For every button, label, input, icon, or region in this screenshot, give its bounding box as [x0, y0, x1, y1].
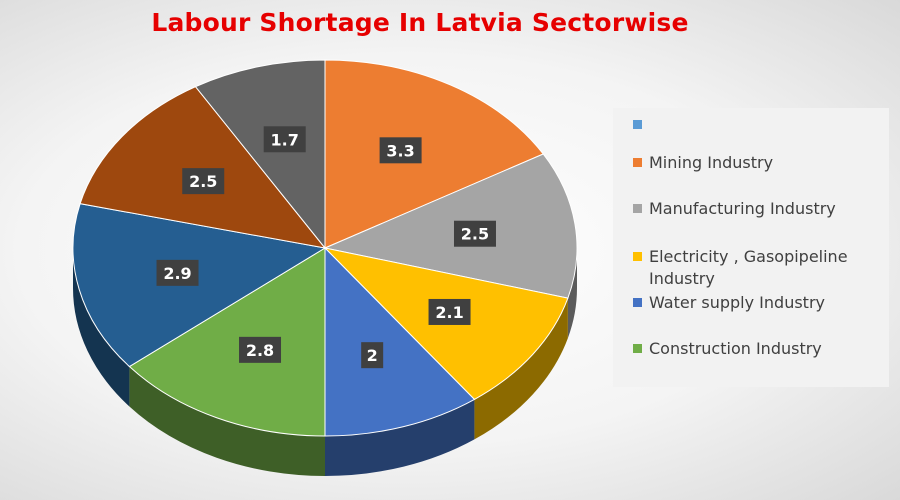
legend-item-electricity-gasopipeline-industry: Electricity , Gasopipeline Industry: [633, 246, 883, 290]
legend-label: Electricity , Gasopipeline Industry: [649, 247, 848, 288]
pie-slices: [72, 59, 578, 437]
data-label-water-supply-industry: 2: [361, 342, 384, 369]
data-label-text: 3.3: [386, 141, 414, 160]
legend-swatch: [633, 158, 642, 167]
data-label-text: 1.7: [271, 130, 299, 149]
legend-swatch: [633, 252, 642, 261]
data-label-box: [453, 220, 496, 247]
pie-slice-water-supply-industry: [324, 246, 476, 437]
data-label-unlabeled-5: 2.9: [156, 259, 199, 286]
data-label-box: [263, 126, 306, 153]
pie-slice-manufacturing-industry: [323, 153, 578, 299]
chart-title: Labour Shortage In Latvia Sectorwise: [151, 8, 689, 37]
legend-swatch: [633, 298, 642, 307]
data-label-box: [182, 168, 225, 195]
pie-slice-mining-industry: [324, 59, 545, 249]
legend: Mining Industry Manufacturing Industry Ele…: [613, 108, 889, 387]
pie-side-water-supply-industry: [325, 399, 475, 476]
data-label-text: 2.8: [246, 341, 274, 360]
pie-side-manufacturing-industry: [567, 248, 577, 339]
data-label-box: [239, 336, 282, 363]
data-label-box: [361, 342, 384, 369]
legend-item-construction-industry: Construction Industry: [633, 338, 883, 360]
data-label-text: 2.9: [163, 264, 191, 283]
data-label-unlabeled-6: 2.5: [182, 168, 225, 195]
pie-side-electricity-gasopipeline-industry: [474, 298, 568, 440]
data-label-text: 2.1: [435, 303, 463, 322]
data-label-box: [379, 137, 422, 164]
pie-slice-unlabeled-6: [79, 86, 327, 249]
pie-slice-unlabeled-5: [72, 203, 327, 368]
data-label-text: 2.5: [189, 172, 217, 191]
data-label-box: [156, 259, 199, 286]
data-label-box: [428, 298, 471, 325]
pie-side-unlabeled-5: [73, 248, 130, 407]
data-label-unlabeled-7: 1.7: [263, 126, 306, 153]
data-label-text: 2.5: [461, 225, 489, 244]
data-label-mining-industry: 3.3: [379, 137, 422, 164]
pie-slice-construction-industry: [128, 247, 326, 437]
legend-swatch: [633, 120, 642, 129]
legend-label: Mining Industry: [649, 153, 774, 172]
legend-label: Construction Industry: [649, 339, 822, 358]
data-label-manufacturing-industry: 2.5: [453, 220, 496, 247]
legend-swatch: [633, 204, 642, 213]
pie-slice-unlabeled-7: [194, 59, 326, 250]
legend-label: Water supply Industry: [649, 293, 825, 312]
legend-item-water-supply-industry: Water supply Industry: [633, 292, 883, 314]
data-label-electricity-gasopipeline-industry: 2.1: [428, 298, 471, 325]
legend-item-mining-industry: Mining Industry: [633, 152, 883, 174]
data-label-text: 2: [367, 346, 378, 365]
legend-swatch: [633, 344, 642, 353]
data-labels: 3.3 2.5 2.1 2 2.8 2.9 2.5 1.7: [156, 126, 496, 369]
legend-item-manufacturing-industry: Manufacturing Industry: [633, 198, 883, 220]
legend-label: Manufacturing Industry: [649, 199, 836, 218]
data-label-construction-industry: 2.8: [239, 336, 282, 363]
